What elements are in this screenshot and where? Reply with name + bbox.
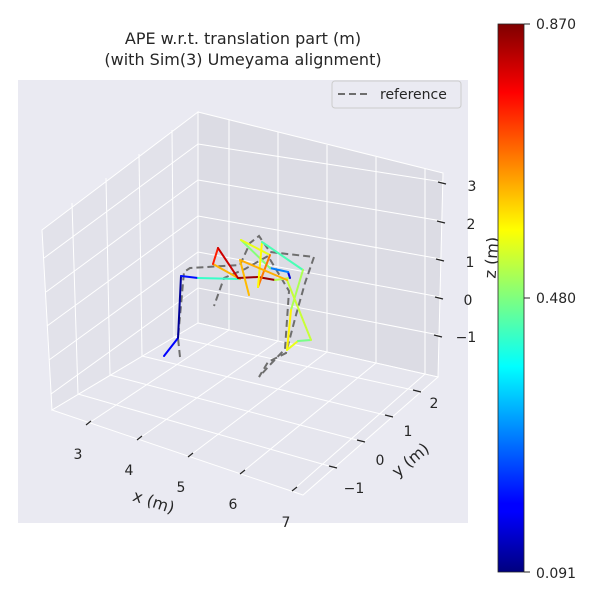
z-tick-label: −1 [456,330,477,346]
z-tick-labels: 3 2 1 0 −1 [456,179,477,346]
y-tick-label: −1 [344,481,365,497]
estimate-segment [217,247,239,279]
z-tick-label: 2 [467,217,476,233]
x-tick-label: 5 [177,480,186,496]
z-axis-label: z (m) [481,236,503,279]
y-tick-labels: −1 0 1 2 [344,396,439,497]
estimate-segment [239,259,250,296]
estimate-segment [163,337,179,357]
estimate-segment [257,241,263,288]
colorbar-min-label: 0.091 [536,566,576,582]
estimate-segment [286,279,312,341]
reference-path-line [176,234,316,378]
estimate-segment [261,241,304,271]
pane-group [41,110,444,496]
estimate-segment [237,276,259,279]
estimate-segment [239,259,288,281]
y-tick-label: 0 [376,453,385,469]
z-tick-label: 0 [464,293,473,309]
x-tick-label: 6 [229,497,238,513]
estimate-segment [240,239,271,269]
tick-marks [85,181,447,492]
estimate-segment [269,267,289,273]
legend: reference [331,80,462,109]
estimate-segment [212,263,241,280]
estimate-segment [286,340,299,351]
estimate-segment [180,275,199,279]
estimate-segment [177,275,182,339]
y-tick-label: 2 [430,396,439,412]
z-tick-label: 3 [468,179,477,195]
floor-pane [50,322,440,496]
x-tick-label: 4 [125,463,134,479]
estimate-segment [290,269,304,311]
estimate-segment [286,309,292,351]
colorbar-max-label: 0.870 [536,17,576,33]
estimate-trajectory [163,239,312,357]
grid-lines [43,120,444,492]
legend-box [331,80,462,109]
colorbar-mid-label: 0.480 [536,291,576,307]
x-tick-labels: 3 4 5 6 7 [74,447,291,531]
estimate-segment [197,277,241,280]
x-tick-label: 7 [282,515,291,531]
estimate-segment [212,247,219,265]
chart-title-line-2: (with Sim(3) Umeyama alignment) [104,50,381,69]
colorbar-gradient [497,23,525,573]
colorbar: 0.870 0.480 0.091 [497,17,576,582]
estimate-segment [240,239,271,256]
estimate-segment [287,271,291,279]
z-tick-label: 1 [466,255,475,271]
chart-title-line-1: APE w.r.t. translation part (m) [125,29,361,48]
y-tick-label: 1 [404,424,413,440]
x-tick-label: 3 [74,447,83,463]
estimate-segment [297,339,312,342]
legend-entry-reference: reference [380,87,447,103]
reference-trajectory [176,234,316,378]
